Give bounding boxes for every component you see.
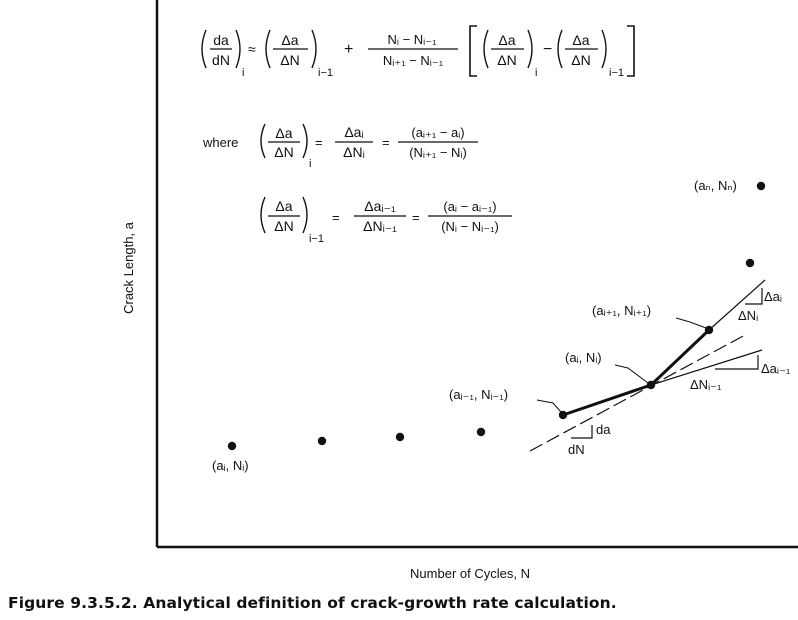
- equals-symbol: =: [412, 210, 420, 225]
- bracket-term2-denominator: ΔN: [571, 52, 590, 68]
- leader-i: [614, 364, 649, 384]
- point-i-plus-1-label: (aᵢ₊₁, Nᵢ₊₁): [592, 303, 651, 318]
- point-i-label: (aᵢ, Nᵢ): [565, 350, 602, 365]
- axes: [155, 0, 798, 549]
- segment-i-minus-1-to-i: [562, 383, 652, 417]
- term1-denominator: ΔN: [280, 52, 299, 68]
- eq2-left-denominator: ΔN: [274, 144, 293, 160]
- equation-main: da dN i ≈ Δa ΔN i−1 + Nᵢ − Nᵢ₋₁ Nᵢ₊₁ − N…: [201, 25, 635, 79]
- equals-symbol: =: [332, 210, 340, 225]
- term1-numerator: Δa: [281, 32, 298, 48]
- data-points: (aᵢ, Nᵢ) (aᵢ₋₁, Nᵢ₋₁) (aᵢ, Nᵢ) (aᵢ₊₁, Nᵢ₊₁)…: [212, 178, 766, 473]
- bracket-right: [627, 25, 635, 77]
- point-i-minus-1-label: (aᵢ₋₁, Nᵢ₋₁): [449, 387, 508, 402]
- eq3-mid-numerator: Δaᵢ₋₁: [364, 198, 396, 214]
- eq3-right-numerator: (aᵢ − aᵢ₋₁): [443, 199, 496, 214]
- equals-symbol: =: [315, 135, 323, 150]
- lhs-denominator: dN: [212, 52, 230, 68]
- paren-left: [557, 29, 563, 69]
- dN-label: dN: [568, 442, 585, 457]
- point-i: [646, 380, 656, 390]
- eq2-mid-numerator: Δaᵢ: [344, 124, 363, 140]
- point-3: [395, 432, 405, 442]
- triangle-da-dN: [571, 425, 593, 439]
- eq3-left-numerator: Δa: [275, 198, 292, 214]
- slope-line-i-minus-1-extension: [650, 349, 763, 386]
- eq2-mid-denominator: ΔNᵢ: [343, 144, 365, 160]
- eq3-left-denominator: ΔN: [274, 218, 293, 234]
- triangle-delta-i: [745, 288, 763, 305]
- point-1: [227, 441, 237, 451]
- slope-triangles: [571, 288, 763, 439]
- point-n-label: (aₙ, Nₙ): [694, 178, 737, 193]
- paren-left: [260, 196, 266, 234]
- paren-right: [235, 29, 241, 69]
- n-fraction-numerator: Nᵢ − Nᵢ₋₁: [388, 32, 438, 47]
- tangent-dashed-line: [529, 334, 746, 452]
- bracket-term1-subscript: i: [535, 67, 537, 79]
- delta-a-i-label: Δaᵢ: [764, 289, 782, 304]
- leader-lines: [536, 317, 707, 413]
- bracket-left: [469, 25, 477, 77]
- term1-subscript: i−1: [318, 67, 333, 79]
- n-fraction-denominator: Nᵢ₊₁ − Nᵢ₋₁: [383, 53, 444, 68]
- leader-i-plus-1: [675, 317, 707, 329]
- point-4: [476, 427, 486, 437]
- x-axis-label: Number of Cycles, N: [410, 566, 530, 581]
- paren-right: [601, 29, 607, 69]
- da-label: da: [596, 422, 611, 437]
- equation-where-i: where Δa ΔN i = Δaᵢ ΔNᵢ = (aᵢ₊₁ − aᵢ) (N…: [202, 123, 478, 170]
- y-axis-label: Crack Length, a: [121, 221, 136, 314]
- paren-left: [201, 29, 207, 69]
- eq3-mid-denominator: ΔNᵢ₋₁: [363, 218, 397, 234]
- bracket-term2-numerator: Δa: [572, 32, 589, 48]
- paren-right: [302, 123, 308, 159]
- point-i-plus-1: [704, 325, 714, 335]
- slope-line-i-extension: [708, 279, 766, 331]
- plus-symbol: +: [344, 41, 353, 58]
- point-n: [756, 181, 766, 191]
- lhs-numerator: da: [213, 32, 229, 48]
- bracket-term1-denominator: ΔN: [497, 52, 516, 68]
- paren-left: [265, 29, 271, 69]
- lhs-subscript: i: [242, 67, 244, 79]
- delta-N-i-minus-1-label: ΔNᵢ₋₁: [690, 377, 722, 392]
- equals-symbol: =: [382, 135, 390, 150]
- eq2-right-numerator: (aᵢ₊₁ − aᵢ): [411, 125, 464, 140]
- bracket-term1-numerator: Δa: [498, 32, 515, 48]
- eq3-left-subscript: i−1: [309, 233, 324, 245]
- point-i-minus-1: [558, 410, 568, 420]
- slope-lines: [529, 279, 766, 452]
- delta-a-i-minus-1-label: Δaᵢ₋₁: [761, 361, 791, 376]
- paren-left: [260, 123, 266, 159]
- delta-N-i-label: ΔNᵢ: [738, 308, 758, 323]
- point-2: [317, 436, 327, 446]
- equation-where-i-minus-1: Δa ΔN i−1 = Δaᵢ₋₁ ΔNᵢ₋₁ = (aᵢ − aᵢ₋₁) (N…: [260, 196, 512, 245]
- eq2-left-subscript: i: [309, 158, 311, 170]
- segment-i-to-i-plus-1: [649, 328, 711, 387]
- where-label: where: [202, 135, 238, 150]
- paren-right: [302, 196, 308, 234]
- minus-symbol: −: [543, 41, 552, 58]
- approx-symbol: ≈: [248, 41, 256, 57]
- triangle-delta-i-minus-1: [715, 355, 759, 370]
- point-1-label: (aᵢ, Nᵢ): [212, 458, 249, 473]
- paren-left: [483, 29, 489, 69]
- leader-i-minus-1: [536, 399, 562, 413]
- eq3-right-denominator: (Nᵢ − Nᵢ₋₁): [441, 219, 499, 234]
- paren-right: [527, 29, 533, 69]
- point-n-minus-1: [745, 258, 755, 268]
- eq2-right-denominator: (Nᵢ₊₁ − Nᵢ): [409, 145, 467, 160]
- bracket-term2-subscript: i−1: [609, 67, 624, 79]
- figure-caption: Figure 9.3.5.2. Analytical definition of…: [8, 594, 617, 612]
- eq2-left-numerator: Δa: [275, 125, 292, 141]
- paren-right: [311, 29, 317, 69]
